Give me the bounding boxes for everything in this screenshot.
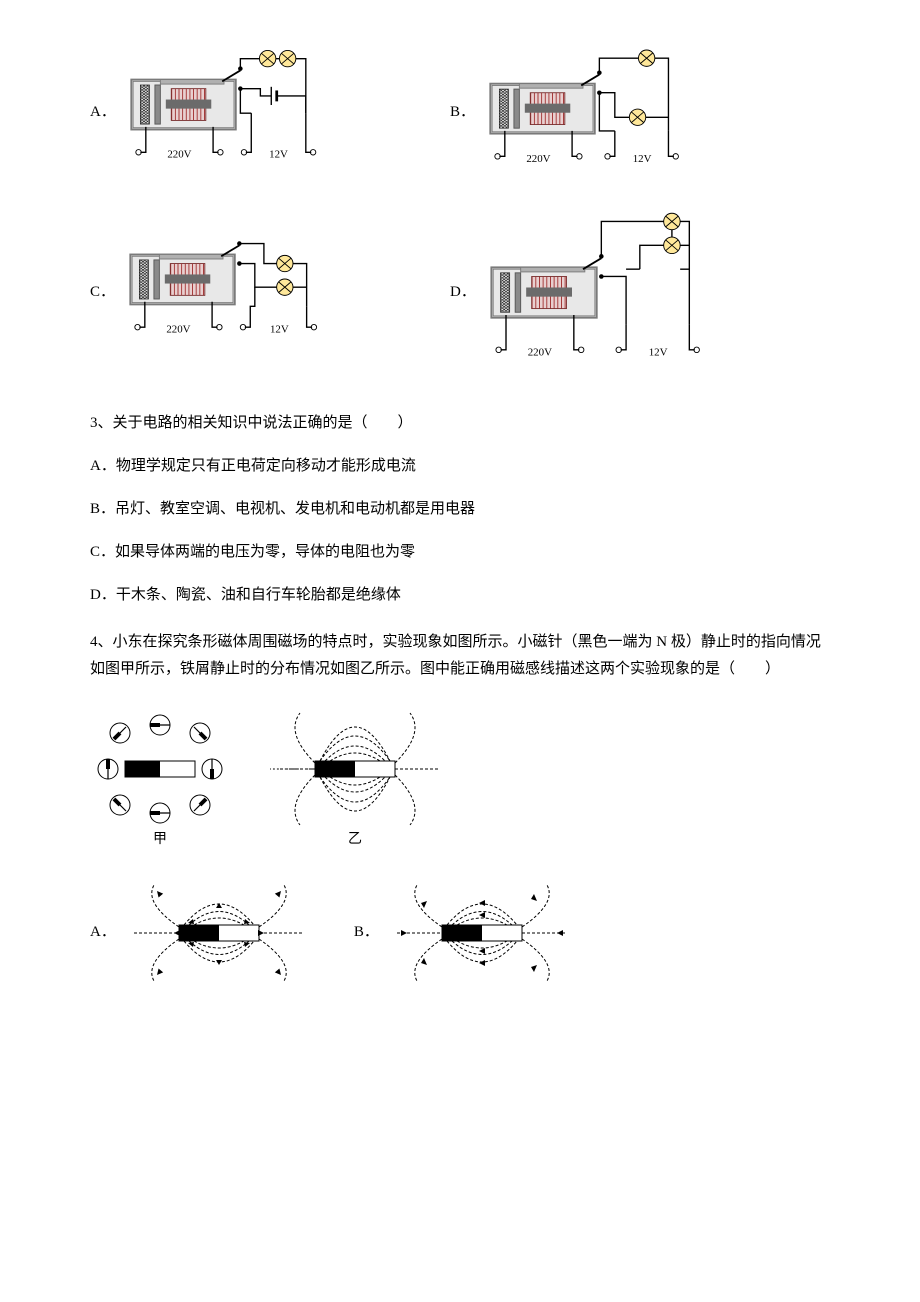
q4-experiment-figures: 甲: [90, 703, 830, 863]
question-3: 3、关于电路的相关知识中说法正确的是（ ） A．物理学规定只有正电荷定向移动才能…: [90, 410, 830, 609]
q3-choice-b: B．吊灯、教室空调、电视机、发电机和电动机都是用电器: [90, 496, 830, 523]
option-c-label: C．: [90, 279, 115, 306]
question-3-stem: 3、关于电路的相关知识中说法正确的是（ ）: [90, 410, 830, 437]
relay-assembly: [130, 241, 241, 304]
q3-choice-c: C．如果导体两端的电压为零，导体的电阻也为零: [90, 539, 830, 566]
circuit-c: 220V 12V: [123, 229, 323, 356]
caption-yi: 乙: [348, 831, 362, 847]
q3-choice-a: A．物理学规定只有正电荷定向移动才能形成电流: [90, 453, 830, 480]
question-2-options: A． 220V: [90, 40, 830, 380]
option-a-label: A．: [90, 99, 116, 126]
svg-text:12V: 12V: [270, 324, 289, 336]
option-d-label: D．: [450, 279, 476, 306]
svg-text:12V: 12V: [633, 153, 652, 165]
field-lines-a: [124, 883, 314, 983]
q4-option-a: A．: [90, 883, 314, 983]
svg-text:220V: 220V: [526, 153, 550, 165]
q4-option-b: B．: [354, 883, 577, 983]
voltage-12: 12V: [269, 148, 288, 160]
svg-text:12V: 12V: [649, 347, 668, 359]
q4-option-a-label: A．: [90, 919, 116, 946]
compass-and-filings: 甲: [90, 703, 450, 853]
relay-assembly: [491, 254, 603, 318]
option-b-label: B．: [450, 99, 475, 126]
option-a: A． 220V: [90, 40, 430, 185]
svg-text:220V: 220V: [166, 324, 190, 336]
figure-yi: 乙: [270, 713, 440, 847]
option-d: D． 220V: [450, 205, 790, 379]
question-4: 4、小东在探究条形磁体周围磁场的特点时，实验现象如图所示。小磁针（黑色一端为 N…: [90, 629, 830, 983]
question-4-stem: 4、小东在探究条形磁体周围磁场的特点时，实验现象如图所示。小磁针（黑色一端为 N…: [90, 629, 830, 683]
voltage-220: 220V: [167, 148, 191, 160]
q4-option-b-label: B．: [354, 919, 379, 946]
circuit-a: 220V 12V: [124, 45, 324, 181]
option-c: C． 220V: [90, 205, 430, 379]
relay-assembly: [490, 70, 601, 133]
relay-assembly: [131, 66, 242, 129]
figure-jia: 甲: [98, 715, 222, 847]
field-lines-b: [387, 883, 577, 983]
battery: [271, 86, 276, 104]
circuit-b: 220V 12V: [483, 40, 683, 185]
option-b: B． 220V: [450, 40, 790, 185]
svg-text:220V: 220V: [528, 347, 552, 359]
circuit-d: 220V 12V: [484, 205, 704, 379]
q4-options: A．: [90, 883, 830, 983]
caption-jia: 甲: [153, 832, 167, 847]
q3-choice-d: D．干木条、陶瓷、油和自行车轮胎都是绝缘体: [90, 582, 830, 609]
